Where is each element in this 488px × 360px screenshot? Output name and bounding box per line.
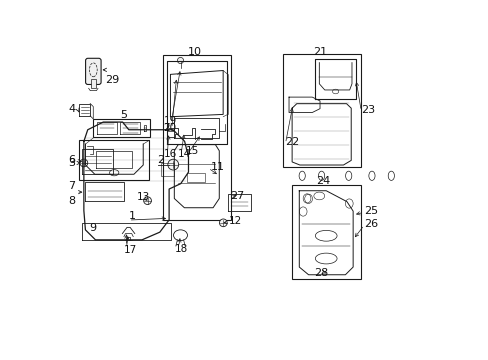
Bar [282,54,360,167]
Text: 3: 3 [68,158,75,168]
Text: 1: 1 [128,211,135,221]
Text: 8: 8 [68,195,75,206]
Text: 28: 28 [314,268,328,278]
Text: 5: 5 [120,110,126,120]
Text: 18: 18 [175,244,188,254]
Text: 19: 19 [163,116,176,126]
Bar [91,79,96,88]
Circle shape [177,58,183,64]
Text: 17: 17 [123,245,137,255]
Text: 16: 16 [164,149,177,159]
Text: 24: 24 [315,176,329,186]
Circle shape [80,159,87,167]
Text: 20: 20 [163,123,176,133]
Text: 6: 6 [68,155,75,165]
Text: 12: 12 [228,216,242,226]
Text: 14: 14 [178,149,191,159]
Circle shape [143,197,151,204]
Text: 9: 9 [89,222,97,233]
Text: 4: 4 [68,104,75,114]
Text: 11: 11 [210,162,224,172]
Text: 13: 13 [137,192,150,202]
Text: 27: 27 [229,191,244,201]
Text: 15: 15 [186,146,199,156]
FancyBboxPatch shape [85,58,101,85]
Text: 25: 25 [364,206,378,216]
Bar [79,140,149,180]
Bar [93,118,150,138]
Text: 29: 29 [104,75,119,85]
Text: 21: 21 [312,47,326,57]
Text: 22: 22 [285,136,299,147]
Text: 10: 10 [188,48,202,57]
Text: 23: 23 [361,105,375,115]
Text: 7: 7 [68,181,75,191]
Text: 26: 26 [364,219,378,229]
Bar [291,185,360,279]
Bar [163,55,230,220]
Bar [161,163,173,176]
Circle shape [167,159,178,170]
Bar [187,173,204,182]
Text: 2: 2 [156,155,163,165]
Circle shape [219,219,227,227]
